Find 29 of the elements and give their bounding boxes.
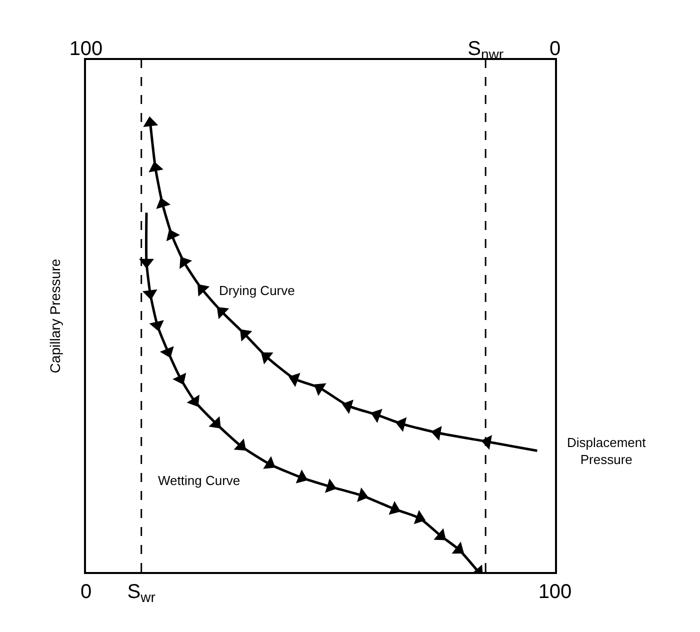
y-axis-title: Capillary Pressure bbox=[47, 258, 64, 374]
point bbox=[263, 456, 276, 469]
annotation: Drying Curve bbox=[219, 283, 295, 298]
point bbox=[314, 383, 326, 396]
point bbox=[325, 478, 337, 493]
point bbox=[414, 510, 426, 524]
point bbox=[434, 528, 446, 540]
point bbox=[342, 400, 354, 414]
annotation: Displacement Pressure bbox=[567, 435, 646, 467]
point bbox=[186, 394, 200, 407]
x-tick-label: 100 bbox=[538, 581, 572, 603]
point bbox=[430, 426, 442, 441]
point bbox=[452, 542, 464, 554]
x-tick-label: S$_{wr}$ bbox=[127, 581, 156, 606]
point bbox=[388, 500, 401, 515]
point bbox=[395, 417, 407, 432]
point bbox=[172, 372, 186, 385]
annotation: Wetting Curve bbox=[158, 473, 240, 488]
point bbox=[160, 346, 174, 358]
point bbox=[288, 372, 300, 388]
point bbox=[296, 469, 308, 484]
x2-tick-label: 0 bbox=[549, 38, 561, 60]
point bbox=[357, 488, 368, 502]
x2-tick-label: 100 bbox=[69, 38, 103, 60]
point bbox=[260, 352, 274, 364]
x-tick-label: 0 bbox=[80, 581, 92, 603]
point bbox=[370, 408, 382, 423]
point bbox=[208, 416, 221, 428]
point bbox=[234, 438, 246, 451]
